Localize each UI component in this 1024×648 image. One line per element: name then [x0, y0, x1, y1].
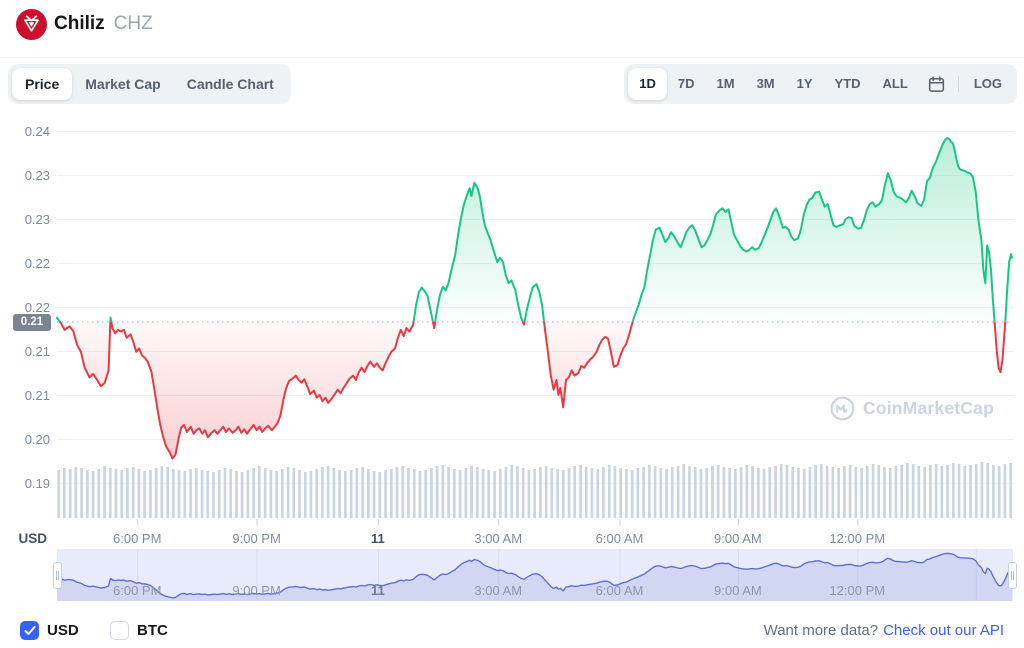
x-axis-label: 12:00 PM: [829, 531, 886, 546]
calendar-icon[interactable]: [919, 75, 954, 94]
navigator-axis-label: 9:00 PM: [232, 583, 281, 598]
navigator-axis-label: 12:00 PM: [829, 583, 886, 598]
navigator-axis-label: 3:00 AM: [474, 583, 523, 598]
gridlines: [57, 131, 1014, 484]
cta-text: Want more data?: [763, 622, 879, 639]
navigator-axis-label: 6:00 AM: [595, 583, 644, 598]
y-axis-label: 0.23: [24, 212, 50, 227]
chart-type-tabs: Price Market Cap Candle Chart: [8, 64, 291, 104]
y-axis-label: 0.20: [24, 432, 50, 447]
chiliz-logo-icon: [16, 9, 47, 40]
y-axis-label: 0.21: [24, 388, 50, 403]
x-axis-label: 11: [371, 531, 385, 546]
x-axis-ticks: [137, 519, 859, 526]
tab-market-cap[interactable]: Market Cap: [85, 76, 161, 92]
btc-checkbox-label[interactable]: BTC: [137, 622, 168, 639]
usd-checkbox-label[interactable]: USD: [47, 622, 79, 639]
x-axis-label: 9:00 AM: [714, 531, 762, 546]
toolbar-divider: [957, 76, 959, 92]
navigator-axis-label: 9:00 AM: [714, 583, 762, 598]
y-axis-label: 0.22: [24, 256, 50, 271]
coin-name: Chiliz: [54, 13, 105, 34]
usd-checkbox[interactable]: [20, 621, 39, 640]
volume-bars: [57, 462, 1012, 518]
x-axis-label: 6:00 PM: [113, 531, 162, 546]
page-title: Chiliz CHZ: [54, 13, 153, 35]
y-axis-label: 0.21: [24, 344, 50, 359]
navigator-right-handle[interactable]: [1008, 562, 1017, 589]
range-button-ytd[interactable]: YTD: [834, 76, 861, 91]
btc-checkbox[interactable]: [110, 621, 129, 640]
x-axis-label: 3:00 AM: [474, 531, 523, 546]
navigator-axis-label: 11: [371, 583, 385, 598]
time-range-toolbar: 1D 7D 1M 3M 1Y YTD ALL LOG: [624, 64, 1017, 104]
current-price-badge: 0.21: [13, 314, 51, 331]
header-divider: [0, 57, 1024, 58]
y-axis-label: 0.23: [24, 168, 50, 183]
y-axis-label: 0.19: [24, 476, 50, 491]
axis-unit-label: USD: [18, 531, 47, 546]
range-button-3m[interactable]: 3M: [756, 76, 775, 91]
navigator-left-handle[interactable]: [53, 562, 62, 589]
range-button-1y[interactable]: 1Y: [796, 76, 813, 91]
y-axis-label: 0.22: [24, 300, 50, 315]
range-button-1m[interactable]: 1M: [716, 76, 735, 91]
checkmark-icon: [24, 625, 35, 635]
range-button-7d[interactable]: 7D: [677, 76, 695, 91]
api-link[interactable]: Check out our API: [883, 622, 1004, 639]
log-scale-button[interactable]: LOG: [973, 76, 1002, 91]
tab-candle-chart[interactable]: Candle Chart: [186, 76, 274, 92]
navigator-axis-label: 6:00 PM: [113, 583, 162, 598]
range-button-1d[interactable]: 1D: [628, 68, 667, 100]
coinmarketcap-watermark: CoinMarketCap: [829, 395, 994, 422]
x-axis-label: 6:00 AM: [595, 531, 644, 546]
tab-price[interactable]: Price: [12, 68, 73, 100]
coinmarketcap-logo-icon: [830, 396, 855, 421]
api-cta: Want more data? Check out our API: [764, 622, 1004, 639]
y-axis-label: 0.24: [24, 124, 50, 139]
range-button-all[interactable]: ALL: [882, 76, 908, 91]
coin-symbol: CHZ: [113, 13, 153, 34]
x-axis-label: 9:00 PM: [232, 531, 281, 546]
